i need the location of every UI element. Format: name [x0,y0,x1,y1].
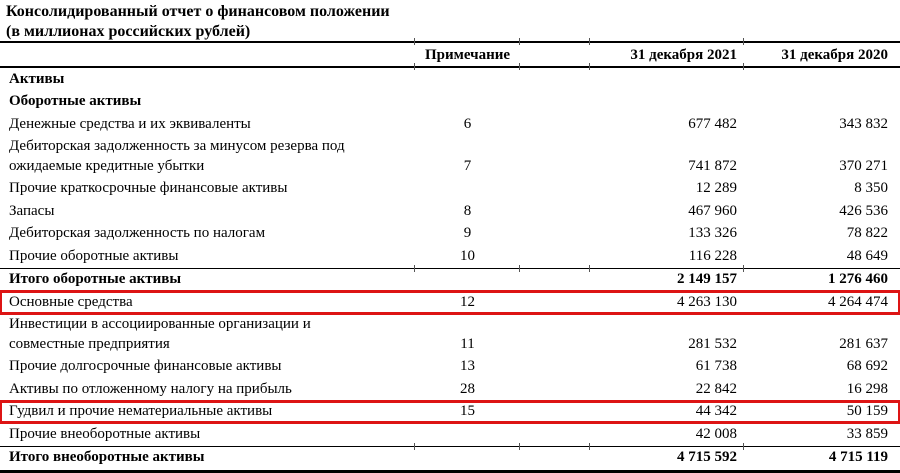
column-tick [589,38,590,45]
row-value-2020: 50 159 [846,403,888,419]
row-value-2020: 68 692 [846,358,888,374]
column-tick [743,264,744,272]
column-tick [519,38,520,45]
row-note: 7 [463,157,472,174]
row-value-2020: 4 715 119 [828,449,888,465]
report-title-block: Консолидированный отчет о финансовом пол… [0,0,900,45]
row-label: Итого внеоборотные активы [9,449,205,465]
column-tick [414,38,415,45]
header-column-2020: 31 декабря 2020 [781,46,888,63]
row-note: 13 [460,358,475,374]
table-row: Прочие внеоборотные активы 42 008 33 859 [0,423,900,446]
row-note: 12 [460,293,475,310]
table-row: Активы по отложенному налогу на прибыль … [0,378,900,401]
row-value-2020: 16 298 [846,380,888,397]
row-value-2020: 4 264 474 [828,293,888,310]
table-row: Запасы 8 467 960 426 536 [0,200,900,223]
row-value-2021: 4 715 592 [677,449,737,465]
row-value-2021: 4 263 130 [677,293,737,310]
row-label: Прочие краткосрочные финансовые активы [9,180,288,196]
column-tick [589,442,590,450]
row-label: Итого оборотные активы [9,271,182,287]
row-value-2021: 22 842 [695,380,737,397]
report-subtitle: (в миллионах российских рублей) [6,22,251,40]
column-tick [414,264,415,272]
row-value-2020: 343 832 [839,115,888,132]
row-label: Прочие оборотные активы [9,247,179,264]
column-tick [589,264,590,272]
column-tick [414,442,415,450]
row-value-2021: 133 326 [688,225,737,241]
column-tick [589,63,590,70]
row-value-2020: 1 276 460 [828,271,888,287]
section-row-assets: Активы [0,68,900,91]
column-tick [743,442,744,450]
row-value-2021: 116 228 [688,247,737,264]
header-note-column: Примечание [424,46,511,63]
row-label: Активы по отложенному налогу на прибыль [9,380,292,397]
row-label: Дебиторская задолженность за минусом рез… [9,138,345,174]
row-value-2020: 78 822 [846,225,888,241]
subtotal-divider [0,264,900,272]
section-row-current-assets: Оборотные активы [0,91,900,114]
row-value-2021: 44 342 [695,403,737,419]
row-label: Оборотные активы [9,93,142,109]
table-row-highlighted-fixed-assets: Основные средства 12 4 263 130 4 264 474 [0,290,900,315]
row-value-2021: 61 738 [695,358,737,374]
row-note: 6 [463,115,472,132]
header-column-2021: 31 декабря 2021 [630,46,737,63]
table-row: Прочие краткосрочные финансовые активы 1… [0,178,900,201]
row-label: Запасы [9,202,55,219]
row-value-2020: 8 350 [854,180,888,196]
row-value-2021: 741 872 [688,157,737,174]
row-value-2021: 677 482 [688,115,737,132]
row-note: 10 [460,247,475,264]
total-row-current-assets: Итого оборотные активы 2 149 157 1 276 4… [0,269,900,292]
row-note: 11 [460,335,475,352]
column-tick [743,63,744,70]
row-note: 9 [463,225,472,241]
table-row: Прочие долгосрочные финансовые активы 13… [0,356,900,379]
row-label: Прочие долгосрочные финансовые активы [9,358,282,374]
row-label: Инвестиции в ассоциированные организации… [9,316,311,352]
row-note: 15 [460,403,475,419]
table-row-highlighted-goodwill: Гудвил и прочие нематериальные активы 15… [0,399,900,424]
total-row-noncurrent-assets: Итого внеоборотные активы 4 715 592 4 71… [0,447,900,470]
table-row: Прочие оборотные активы 10 116 228 48 64… [0,245,900,268]
row-value-2021: 42 008 [695,425,737,442]
report-title: Консолидированный отчет о финансовом пол… [6,3,390,20]
row-label: Прочие внеоборотные активы [9,425,201,442]
column-tick [414,63,415,70]
column-tick [519,442,520,450]
row-label: Денежные средства и их эквиваленты [9,115,251,132]
row-value-2021: 2 149 157 [677,271,737,287]
table-row: Дебиторская задолженность за минусом рез… [0,136,900,178]
row-label: Дебиторская задолженность по налогам [9,225,266,241]
column-tick [519,63,520,70]
table-header-row: Примечание 31 декабря 2021 31 декабря 20… [0,43,900,70]
column-tick [743,38,744,45]
row-value-2021: 281 532 [688,335,737,352]
table-row: Инвестиции в ассоциированные организации… [0,314,900,356]
row-value-2021: 12 289 [695,180,737,196]
row-value-2020: 33 859 [846,425,888,442]
row-value-2020: 48 649 [846,247,888,264]
row-label: Гудвил и прочие нематериальные активы [9,403,273,419]
row-note: 28 [460,380,475,397]
table-row: Дебиторская задолженность по налогам 9 1… [0,223,900,246]
row-label: Активы [9,70,65,87]
row-value-2021: 467 960 [688,202,737,219]
table-row: Денежные средства и их эквиваленты 6 677… [0,113,900,136]
row-note: 8 [463,202,472,219]
row-value-2020: 370 271 [839,157,888,174]
row-value-2020: 426 536 [839,202,888,219]
row-value-2020: 281 637 [839,335,888,352]
subtotal-divider [0,442,900,450]
row-label: Основные средства [9,293,133,310]
column-tick [519,264,520,272]
